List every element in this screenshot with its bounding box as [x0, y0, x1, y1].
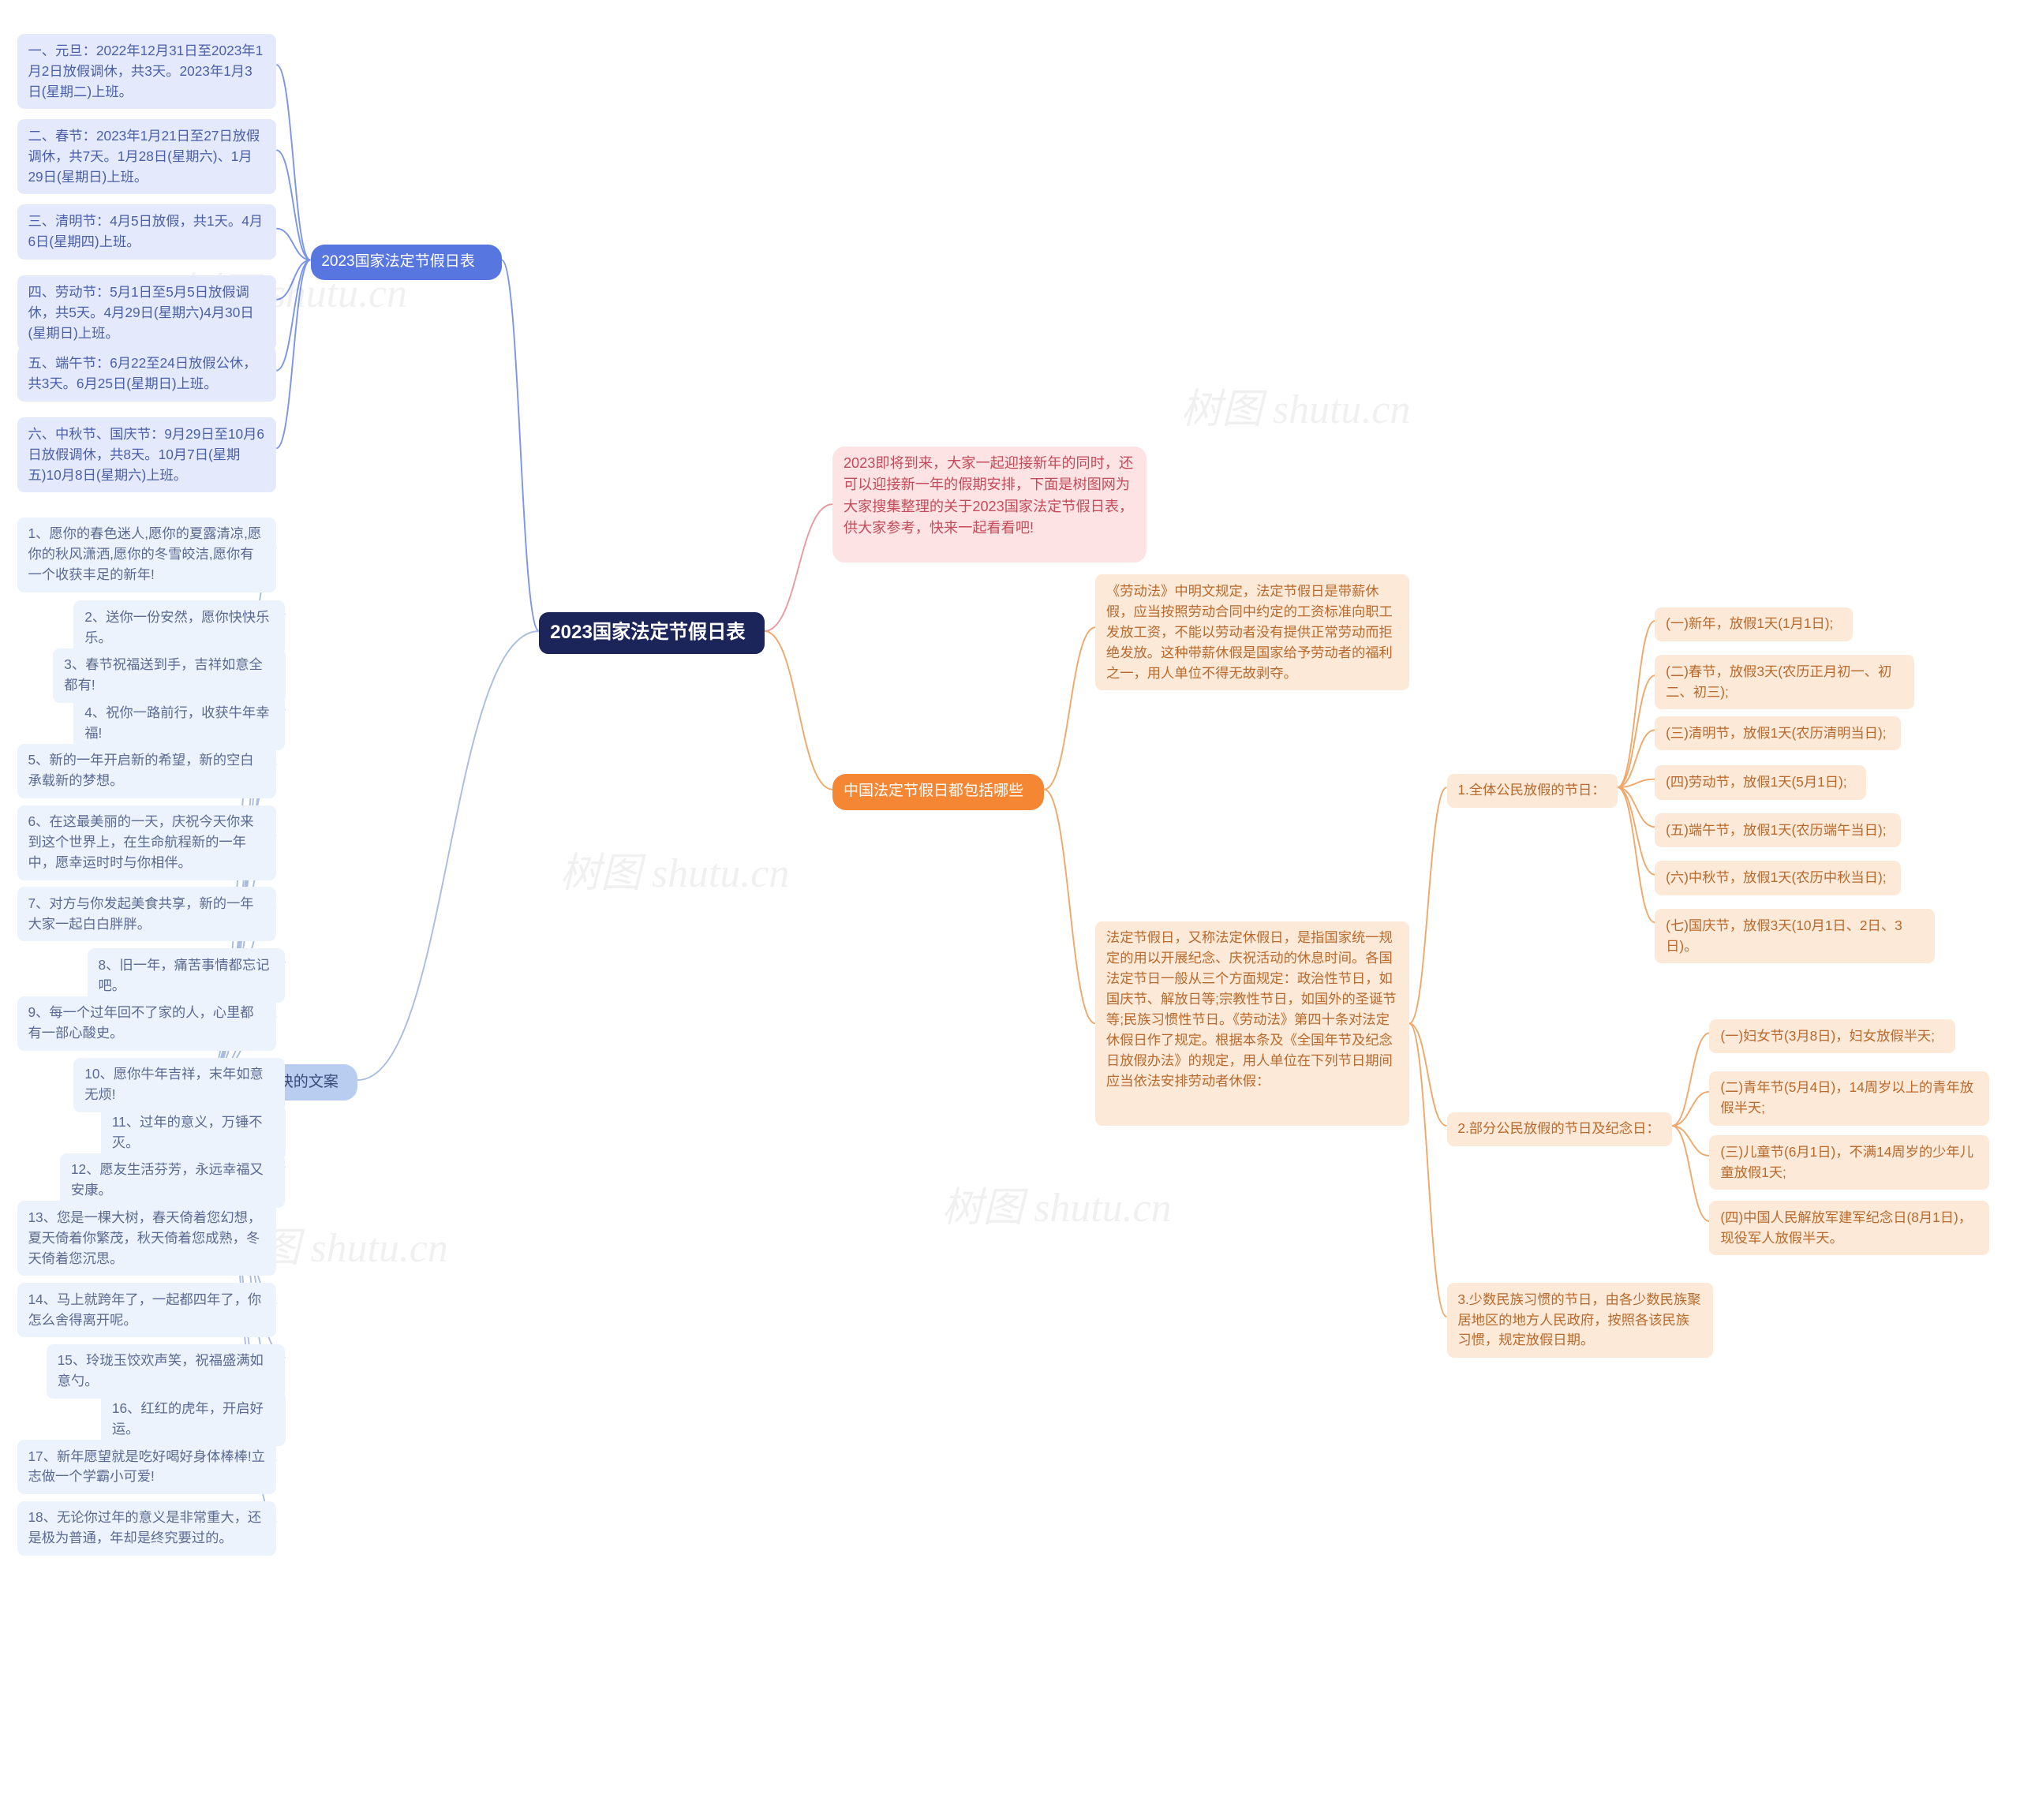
- greeting-item-17: 18、无论你过年的意义是非常重大，还是极为普通，年却是终究要过的。: [17, 1501, 277, 1556]
- greeting-item-16: 17、新年愿望就是吃好喝好身体棒棒!立志做一个学霸小可爱!: [17, 1440, 277, 1494]
- watermark: 树图 shutu.cn: [559, 839, 789, 899]
- greeting-item-14: 15、玲珑玉饺欢声笑，祝福盛满如意勺。: [47, 1344, 286, 1399]
- greeting-item-1: 2、送你一份安然，愿你快快乐乐。: [73, 600, 285, 655]
- greeting-item-3: 4、祝你一路前行，收获牛年幸福!: [73, 696, 285, 750]
- greeting-item-2: 3、春节祝福送到手，吉祥如意全都有!: [53, 648, 285, 703]
- cat1-item-2: (三)清明节，放假1天(农历清明当日);: [1655, 716, 1900, 750]
- greeting-item-7: 8、旧一年，痛苦事情都忘记吧。: [88, 948, 286, 1003]
- greeting-item-11: 12、愿友生活芬芳，永远幸福又安康。: [60, 1153, 285, 1208]
- orange-header[interactable]: 中国法定节假日都包括哪些: [832, 774, 1044, 810]
- cat2-item-2: (三)儿童节(6月1日)，不满14周岁的少年儿童放假1天;: [1709, 1135, 1989, 1190]
- blue-header[interactable]: 2023国家法定节假日表: [311, 245, 502, 281]
- cat2-item-3: (四)中国人民解放军建军纪念日(8月1日)，现役军人放假半天。: [1709, 1201, 1989, 1255]
- cat1-item-1: (二)春节，放假3天(农历正月初一、初二、初三);: [1655, 655, 1914, 709]
- greeting-item-10: 11、过年的意义，万锤不灭。: [101, 1105, 286, 1160]
- holiday-item-2: 三、清明节：4月5日放假，共1天。4月6日(星期四)上班。: [17, 204, 277, 259]
- holiday-item-5: 六、中秋节、国庆节：9月29日至10月6日放假调休，共8天。10月7日(星期五)…: [17, 417, 277, 492]
- greeting-item-15: 16、红红的虎年，开启好运。: [101, 1392, 286, 1446]
- category-1[interactable]: 1.全体公民放假的节日：: [1447, 774, 1618, 808]
- law-note: 《劳动法》中明文规定，法定节假日是带薪休假，应当按照劳动合同中约定的工资标准向职…: [1095, 574, 1409, 690]
- holiday-item-3: 四、劳动节：5月1日至5月5日放假调休，共5天。4月29日(星期六)4月30日(…: [17, 275, 277, 350]
- category-2[interactable]: 2.部分公民放假的节日及纪念日：: [1447, 1112, 1672, 1146]
- greeting-item-9: 10、愿你牛年吉祥，末年如意无烦!: [73, 1058, 285, 1112]
- cat1-item-5: (六)中秋节，放假1天(农历中秋当日);: [1655, 861, 1900, 895]
- cat2-item-1: (二)青年节(5月4日)，14周岁以上的青年放假半天;: [1709, 1071, 1989, 1126]
- cat1-item-4: (五)端午节，放假1天(农历端午当日);: [1655, 813, 1900, 847]
- greeting-item-8: 9、每一个过年回不了家的人，心里都有一部心酸史。: [17, 996, 277, 1051]
- greeting-item-0: 1、愿你的春色迷人,愿你的夏露清凉,愿你的秋风潇洒,愿你的冬雪皎洁,愿你有一个收…: [17, 518, 277, 592]
- holiday-item-4: 五、端午节：6月22至24日放假公休，共3天。6月25日(星期日)上班。: [17, 346, 277, 401]
- greeting-item-6: 7、对方与你发起美食共享，新的一年大家一起白白胖胖。: [17, 887, 277, 941]
- intro-node: 2023即将到来，大家一起迎接新年的同时，还可以迎接新一年的假期安排，下面是树图…: [832, 447, 1147, 562]
- category-3: 3.少数民族习惯的节日，由各少数民族聚居地区的地方人民政府，按照各该民族习惯，规…: [1447, 1283, 1713, 1358]
- cat2-item-0: (一)妇女节(3月8日)，妇女放假半天;: [1709, 1019, 1955, 1053]
- holiday-item-0: 一、元旦：2022年12月31日至2023年1月2日放假调休，共3天。2023年…: [17, 34, 277, 109]
- legal-definition: 法定节假日，又称法定休假日，是指国家统一规定的用以开展纪念、庆祝活动的休息时间。…: [1095, 921, 1409, 1126]
- cat1-item-6: (七)国庆节，放假3天(10月1日、2日、3日)。: [1655, 909, 1935, 963]
- greeting-item-13: 14、马上就跨年了，一起都四年了，你怎么舍得离开呢。: [17, 1283, 277, 1337]
- greeting-item-12: 13、您是一棵大树，春天倚着您幻想，夏天倚着你繁茂，秋天倚着您成熟，冬天倚着您沉…: [17, 1201, 277, 1276]
- watermark: 树图 shutu.cn: [942, 1174, 1172, 1233]
- root-node[interactable]: 2023国家法定节假日表: [539, 612, 764, 655]
- greeting-item-4: 5、新的一年开启新的希望，新的空白承载新的梦想。: [17, 744, 277, 798]
- watermark: 树图 shutu.cn: [1180, 376, 1410, 435]
- cat1-item-3: (四)劳动节，放假1天(5月1日);: [1655, 765, 1866, 799]
- greeting-item-5: 6、在这最美丽的一天，庆祝今天你来到这个世界上，在生命航程新的一年中，愿幸运时时…: [17, 805, 277, 880]
- holiday-item-1: 二、春节：2023年1月21日至27日放假调休，共7天。1月28日(星期六)、1…: [17, 119, 277, 194]
- cat1-item-0: (一)新年，放假1天(1月1日);: [1655, 607, 1853, 641]
